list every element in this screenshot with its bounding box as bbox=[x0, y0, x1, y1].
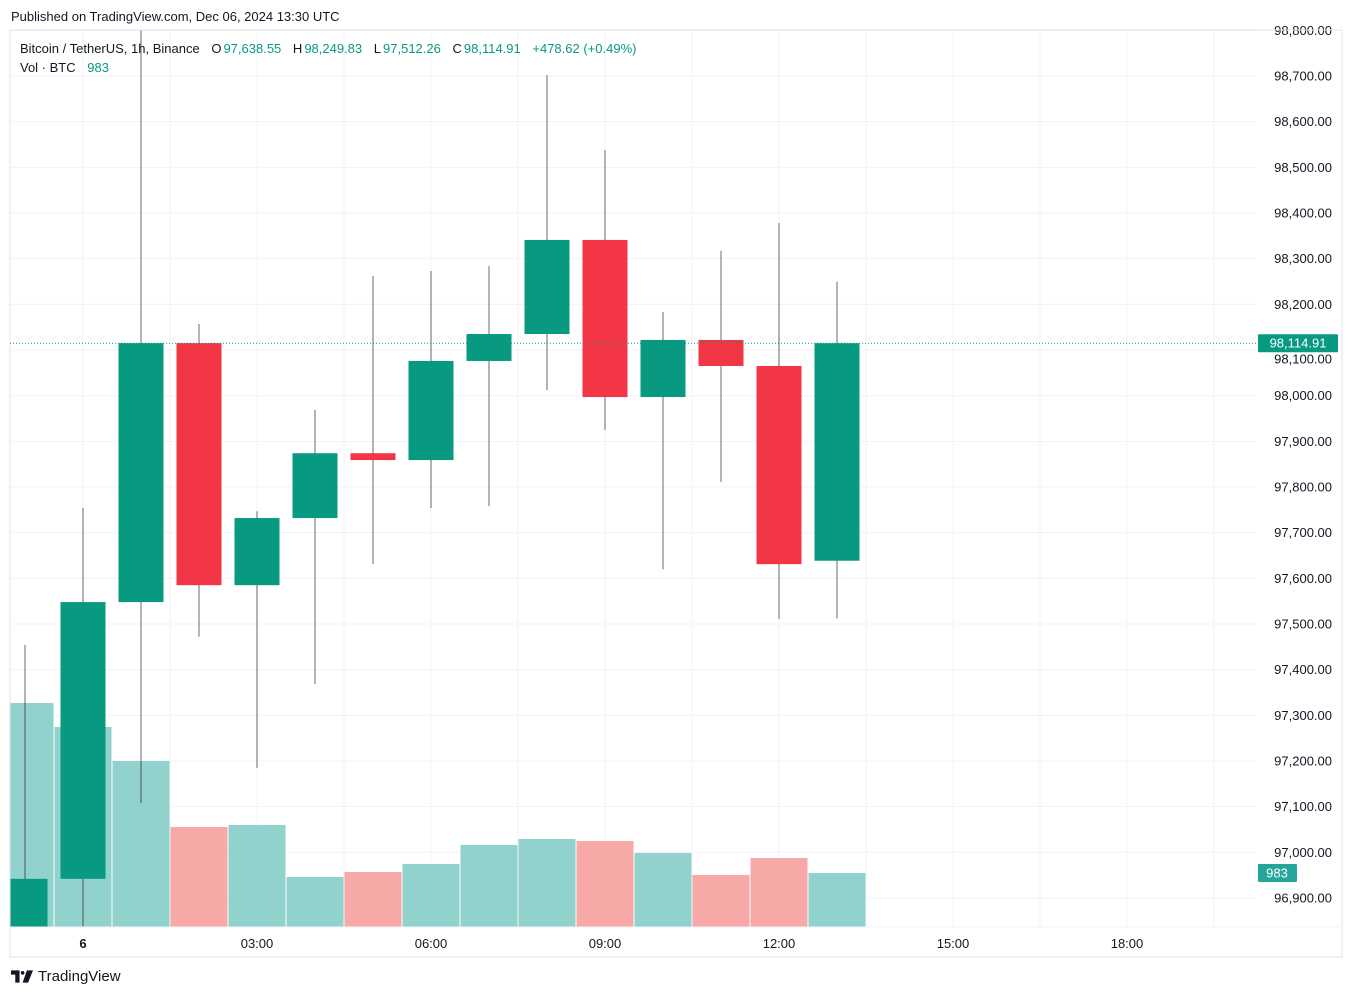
volume-label[interactable]: Vol · BTC bbox=[20, 60, 76, 75]
high-value: 98,249.83 bbox=[304, 41, 363, 56]
volume-bar bbox=[286, 877, 344, 927]
published-caption: Published on TradingView.com, Dec 06, 20… bbox=[11, 9, 340, 24]
price-tick-label: 98,600.00 bbox=[1274, 114, 1332, 129]
last-volume-badge bbox=[1258, 864, 1297, 882]
candle-body bbox=[408, 360, 454, 461]
price-tick-label: 97,800.00 bbox=[1274, 480, 1332, 495]
last-volume-label: 983 bbox=[1266, 866, 1288, 881]
close-value: 98,114.91 bbox=[463, 41, 521, 56]
candle-body bbox=[756, 365, 802, 565]
volume-bar bbox=[170, 827, 228, 927]
price-tick-label: 97,900.00 bbox=[1274, 434, 1332, 449]
price-tick-label: 98,200.00 bbox=[1274, 297, 1332, 312]
volume-bar bbox=[402, 863, 460, 927]
volume-bar bbox=[576, 840, 634, 927]
volume-bar bbox=[634, 853, 692, 927]
volume-bar bbox=[344, 872, 402, 927]
time-tick-label: 15:00 bbox=[937, 936, 970, 951]
change-value: +478.62 (+0.49%) bbox=[532, 41, 637, 56]
price-tick-label: 97,700.00 bbox=[1274, 525, 1332, 540]
symbol-title[interactable]: Bitcoin / TetherUS, 1h, Binance bbox=[20, 41, 200, 56]
volume-value: 983 bbox=[87, 60, 109, 75]
time-tick-label: 12:00 bbox=[763, 936, 796, 951]
price-tick-label: 98,300.00 bbox=[1274, 251, 1332, 266]
volume-bar bbox=[460, 844, 518, 927]
candle-body bbox=[118, 343, 164, 603]
candle-body bbox=[234, 518, 280, 586]
candle-body bbox=[10, 878, 48, 927]
chart-legend: Bitcoin / TetherUS, 1h, Binance O 97,638.… bbox=[20, 39, 638, 77]
price-tick-label: 98,500.00 bbox=[1274, 160, 1332, 175]
candle-body bbox=[176, 343, 222, 586]
candle-body bbox=[524, 239, 570, 335]
candle-body bbox=[292, 453, 338, 519]
price-tick-label: 98,400.00 bbox=[1274, 206, 1332, 221]
candle-body bbox=[466, 334, 512, 361]
time-tick-label: 6 bbox=[79, 936, 86, 951]
price-tick-label: 96,900.00 bbox=[1274, 891, 1332, 906]
open-value: 97,638.55 bbox=[223, 41, 282, 56]
volume-bar bbox=[808, 873, 866, 927]
volume-bars bbox=[10, 702, 866, 927]
price-tick-label: 97,500.00 bbox=[1274, 617, 1332, 632]
close-label: C bbox=[452, 41, 462, 56]
footer-brand[interactable]: TradingView bbox=[11, 968, 121, 985]
open-label: O bbox=[211, 41, 222, 56]
price-tick-label: 98,000.00 bbox=[1274, 388, 1332, 403]
high-label: H bbox=[292, 41, 303, 56]
price-tick-label: 97,200.00 bbox=[1274, 754, 1332, 769]
candle-body bbox=[640, 339, 686, 398]
price-tick-label: 97,600.00 bbox=[1274, 571, 1332, 586]
price-tick-label: 97,400.00 bbox=[1274, 662, 1332, 677]
volume-bar bbox=[692, 874, 750, 927]
price-tick-label: 98,100.00 bbox=[1274, 352, 1332, 367]
last-price-badge bbox=[1258, 334, 1338, 353]
volume-bar bbox=[518, 838, 576, 927]
price-tick-label: 98,700.00 bbox=[1274, 69, 1332, 84]
brand-name: TradingView bbox=[38, 968, 121, 985]
time-tick-label: 18:00 bbox=[1111, 936, 1144, 951]
candle-body bbox=[698, 339, 744, 366]
time-tick-label: 06:00 bbox=[415, 936, 448, 951]
volume-bar bbox=[228, 824, 286, 927]
chart-frame bbox=[9, 29, 1343, 958]
candle-body bbox=[582, 239, 628, 398]
axes: 96,900.00 97,000.00 97,100.00 97,200.00 97,3… bbox=[9, 23, 1343, 958]
candles bbox=[10, 30, 860, 927]
price-tick-label: 97,300.00 bbox=[1274, 708, 1332, 723]
last-price-label: 98,114.91 bbox=[1270, 336, 1327, 351]
time-tick-label: 09:00 bbox=[589, 936, 622, 951]
candle-body bbox=[814, 343, 860, 561]
time-tick-label: 03:00 bbox=[241, 936, 274, 951]
candle-body bbox=[350, 453, 396, 461]
candle-body bbox=[60, 602, 106, 879]
low-value: 97,512.26 bbox=[383, 41, 441, 56]
price-tick-label: 97,000.00 bbox=[1274, 845, 1332, 860]
price-tick-label: 97,100.00 bbox=[1274, 799, 1332, 814]
volume-row: Vol · BTC 983 bbox=[20, 58, 638, 77]
tradingview-logo-icon bbox=[11, 970, 33, 983]
volume-bar bbox=[750, 858, 808, 927]
low-label: L bbox=[373, 41, 382, 56]
ohlc-row: Bitcoin / TetherUS, 1h, Binance O 97,638.… bbox=[20, 39, 638, 58]
